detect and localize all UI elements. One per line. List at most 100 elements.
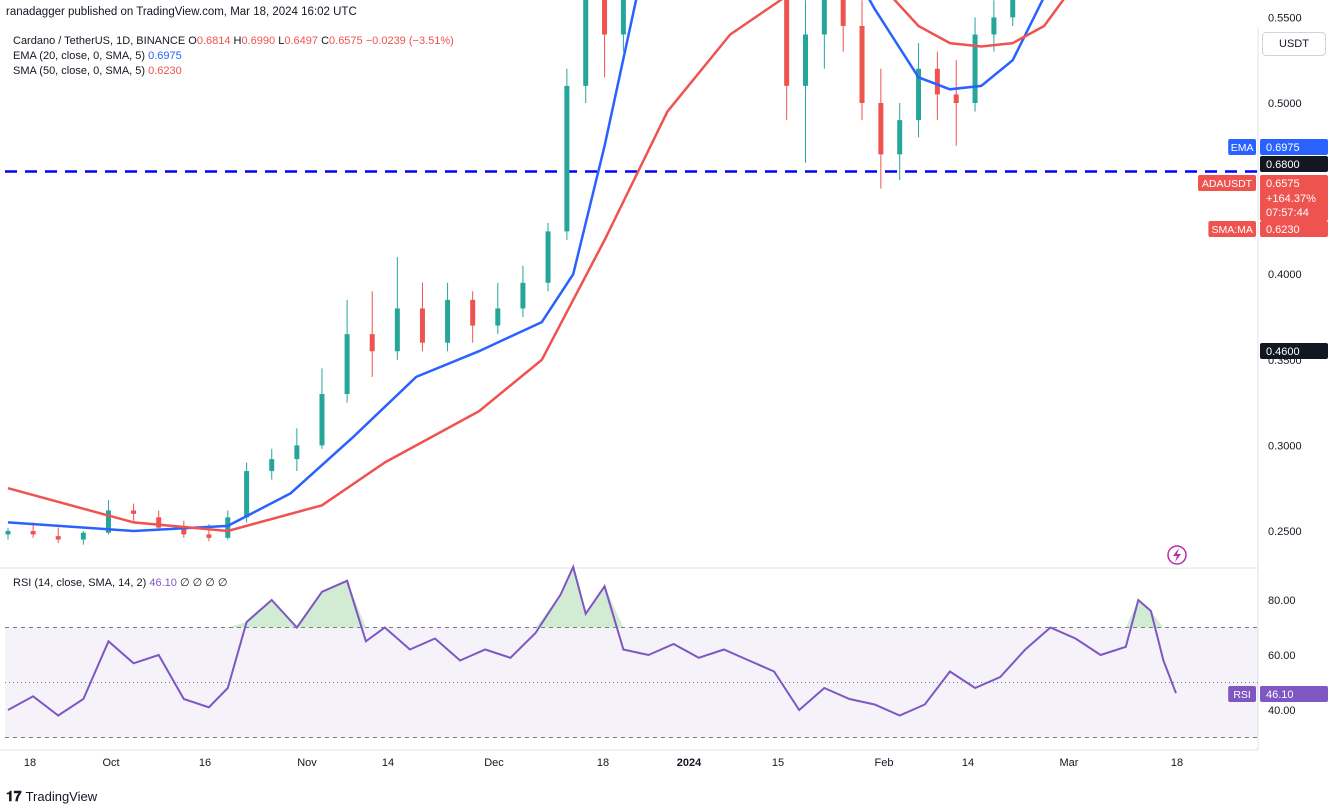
candle-body [821, 0, 827, 35]
candle-body [5, 531, 11, 535]
sma-line [7, 0, 1065, 533]
level-high-badge-value: 0.6800 [1266, 159, 1300, 171]
rsi-overbought-fill [560, 567, 574, 628]
candle-body [859, 25, 865, 103]
open-value: 0.6814 [196, 35, 231, 47]
candle-body [991, 17, 997, 35]
legend-ema-row[interactable]: EMA (20, close, 0, SMA, 5) 0.6975 [13, 49, 182, 64]
close-label: C [321, 35, 330, 47]
attribution-text: ranadagger published on TradingView.com,… [6, 6, 357, 18]
price-tick-label: 0.3000 [1268, 440, 1302, 452]
level-high-badge-value-bg [1260, 156, 1328, 172]
candle-body [206, 534, 212, 538]
sma-badge-label-bg [1208, 221, 1256, 237]
price-tick-label: 0.4000 [1268, 269, 1302, 281]
ema-badge-label: EMA [1231, 142, 1254, 154]
candle-body [495, 308, 501, 326]
rsi-value: 46.10 [149, 577, 177, 589]
price-tick-label: 0.5000 [1268, 98, 1302, 110]
candle-body [105, 510, 111, 533]
candle-body [1010, 0, 1016, 18]
rsi-overbought-fill [1138, 600, 1151, 628]
rsi-band-background [5, 627, 1258, 738]
candle-body [897, 120, 903, 155]
legend-rsi-row[interactable]: RSI (14, close, SMA, 14, 2) 46.10 ∅ ∅ ∅ … [13, 576, 227, 591]
time-tick-label: Feb [875, 757, 894, 769]
rsi-label: RSI (14, close, SMA, 14, 2) [13, 577, 147, 589]
candle-body [244, 471, 250, 518]
time-tick-label: Oct [102, 757, 119, 769]
low-label: L [278, 35, 285, 47]
candle-body [620, 0, 626, 35]
rsi-tick-label: 60.00 [1268, 650, 1296, 662]
price-badges-layer: EMA 0.6975 0.6800 ADAUSDT 0.6575 +164.37% 07:5… [1167, 139, 1328, 702]
candle-body [156, 517, 162, 528]
candle-body [369, 334, 375, 352]
rsi-overbought-fill [1125, 600, 1139, 628]
candle-body [470, 299, 476, 326]
time-tick-label: Mar [1060, 757, 1079, 769]
candle-body [131, 510, 137, 514]
rsi-overbought-fill [347, 580, 366, 628]
candle-body [803, 34, 809, 86]
level-low-badge-value-bg [1260, 343, 1328, 359]
rsi-tick-label: 80.00 [1268, 595, 1296, 607]
price-tick-label: 0.5500 [1268, 12, 1302, 24]
rsi-badge-value: 46.10 [1266, 689, 1294, 701]
tradingview-logo[interactable]: 𝟏𝟕 TradingView [6, 788, 97, 805]
candle-body [181, 527, 187, 535]
rsi-overbought-fill [585, 586, 605, 628]
candle-body [953, 94, 959, 103]
horizontal-levels [5, 170, 1258, 173]
candle-body [583, 0, 589, 86]
candle-body [269, 459, 275, 472]
close-value: 0.6575 [329, 35, 363, 47]
last-value: 0.6575 [1266, 178, 1300, 190]
candle-body [934, 68, 940, 95]
time-tick-label: Nov [297, 757, 317, 769]
tradingview-logo-icon: 𝟏𝟕 [6, 788, 22, 804]
rsi-badge-label-bg [1228, 686, 1256, 702]
candle-body [30, 531, 36, 535]
candle-body [419, 308, 425, 343]
rsi-extra: ∅ ∅ ∅ ∅ [179, 577, 228, 589]
candle-body [916, 68, 922, 121]
candle-body [602, 0, 608, 35]
time-tick-label: 18 [1171, 757, 1183, 769]
ema-label: EMA (20, close, 0, SMA, 5) [13, 50, 146, 62]
high-label: H [233, 35, 242, 47]
rsi-overbought-fill [227, 622, 247, 628]
rsi-overbought-fill [321, 580, 348, 628]
rsi-overbought-fill [604, 586, 624, 628]
tradingview-logo-text: TradingView [25, 789, 98, 804]
lightning-icon [1167, 545, 1187, 565]
candle-body [225, 517, 231, 538]
sma-label: SMA (50, close, 0, SMA, 5) [13, 65, 146, 77]
rsi-badge-label: RSI [1233, 689, 1251, 701]
time-tick-label: Dec [484, 757, 504, 769]
legend-sma-row[interactable]: SMA (50, close, 0, SMA, 5) 0.6230 [13, 64, 182, 79]
price-tick-label: 0.2500 [1268, 526, 1302, 538]
low-value: 0.6497 [284, 35, 318, 47]
moving-averages-layer [7, 0, 1065, 533]
last-change: +164.37% [1266, 193, 1316, 205]
sma-value: 0.6230 [148, 65, 182, 77]
time-tick-label: 14 [382, 757, 394, 769]
candle-body [55, 536, 61, 540]
time-tick-label: 18 [597, 757, 609, 769]
rsi-line [7, 564, 1177, 717]
legend-symbol-row[interactable]: Cardano / TetherUS, 1D, BINANCE O0.6814 … [13, 34, 454, 49]
change-value: −0.0239 (−3.51%) [365, 35, 454, 47]
time-tick-label: 15 [772, 757, 784, 769]
candle-body [394, 308, 400, 352]
candle-body [294, 445, 300, 460]
candle-body [319, 394, 325, 446]
ema-badge-value-bg [1260, 139, 1328, 155]
high-value: 0.6990 [241, 35, 276, 47]
currency-button[interactable]: USDT [1262, 32, 1326, 56]
sma-badge-value: 0.6230 [1266, 224, 1300, 236]
ema-value: 0.6975 [148, 50, 182, 62]
rsi-badge-value-bg [1260, 686, 1328, 702]
grid-layer [0, 28, 1259, 751]
